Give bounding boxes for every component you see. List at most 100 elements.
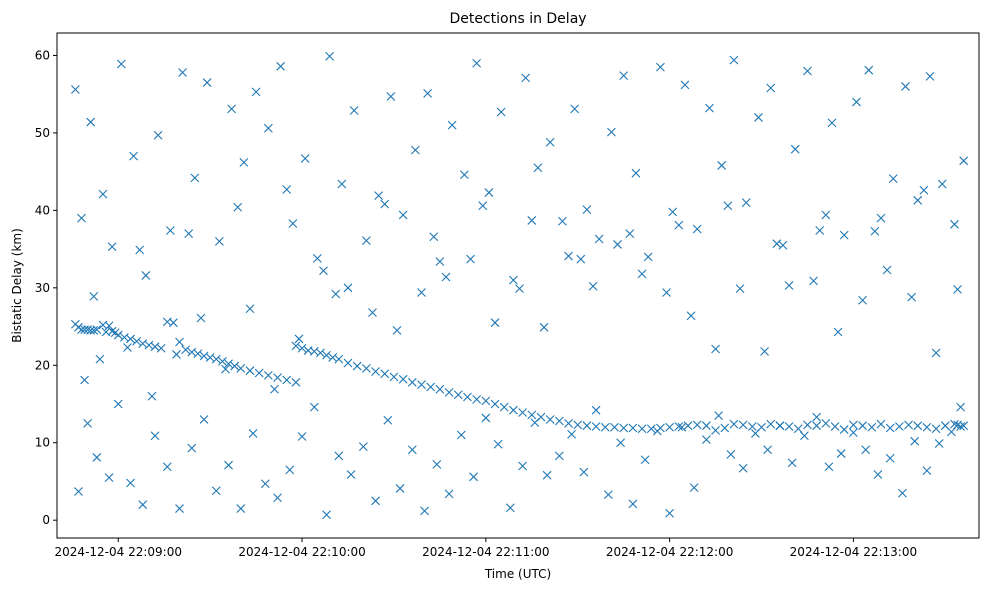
data-point [701,435,711,445]
data-point [472,58,482,68]
data-point [539,322,549,332]
data-point [371,367,380,376]
data-point [518,408,527,417]
data-point [282,375,292,385]
data-point [858,421,867,431]
data-point [677,422,687,432]
data-point [833,327,843,337]
data-point [227,104,236,114]
data-point [273,373,282,383]
data-point [150,431,160,441]
data-point [564,251,573,261]
data-point [530,418,540,427]
data-point [162,462,172,472]
data-point [959,421,969,431]
data-point [686,311,696,321]
data-point [190,173,200,183]
data-point [913,195,923,205]
plot-frame [56,32,980,539]
data-point [165,226,175,235]
data-point [665,508,675,518]
data-point [864,65,874,75]
data-point [288,219,298,228]
data-point [181,345,191,355]
data-point [904,420,913,430]
data-point [787,458,797,468]
data-point [542,470,552,480]
data-point [885,453,895,463]
data-point [521,73,531,83]
data-point [894,422,904,431]
data-point [839,425,849,434]
data-point [849,428,858,438]
data-point [83,418,93,428]
data-point [738,420,748,430]
data-point [466,254,475,264]
data-point [383,415,393,425]
data-point [570,104,580,114]
data-point [953,284,962,294]
data-point [312,254,322,263]
y-tick-label: 20 [35,358,50,372]
data-point [518,461,527,471]
data-point [591,422,601,431]
data-point [175,504,184,513]
data-point [156,343,166,353]
data-point [640,455,650,465]
data-point [273,493,282,503]
data-point [196,313,206,323]
data-point [959,156,969,166]
data-point [643,252,653,262]
data-point [478,201,488,211]
data-point [554,416,564,426]
data-point [417,288,426,297]
data-point [407,445,417,455]
data-point [760,346,769,356]
data-point [656,62,665,72]
data-point [74,487,83,496]
data-point [613,240,622,249]
y-axis-label: Bistatic Delay (km) [10,228,24,343]
data-point [751,429,760,438]
data-point [456,430,466,440]
data-point [423,89,433,98]
data-point [496,107,506,117]
data-point [282,185,292,194]
data-point [175,337,184,347]
data-point [113,399,123,409]
data-point [922,466,932,476]
data-point [444,387,454,397]
data-point [276,61,285,71]
data-point [821,210,831,220]
data-point [441,272,451,282]
data-point [322,510,331,520]
data-point [692,420,702,430]
data-point [674,220,684,230]
data-point [230,361,240,371]
data-point [619,423,629,433]
data-point [420,506,429,516]
data-point [738,463,748,473]
data-point [830,422,840,431]
data-point [129,151,138,161]
data-point [300,154,310,163]
data-point [224,359,233,369]
data-point [398,374,408,384]
data-point [631,168,641,178]
data-point [447,120,457,130]
data-point [934,439,944,448]
data-point [132,336,142,346]
data-point [263,370,273,380]
data-point [343,358,353,368]
data-point [931,348,941,358]
data-point [361,236,371,245]
data-point [135,245,145,255]
data-point [172,350,181,359]
data-point [931,424,941,434]
data-point [692,224,702,234]
data-point [735,284,745,293]
data-point [233,202,243,212]
data-point [888,174,898,184]
data-point [956,422,966,431]
